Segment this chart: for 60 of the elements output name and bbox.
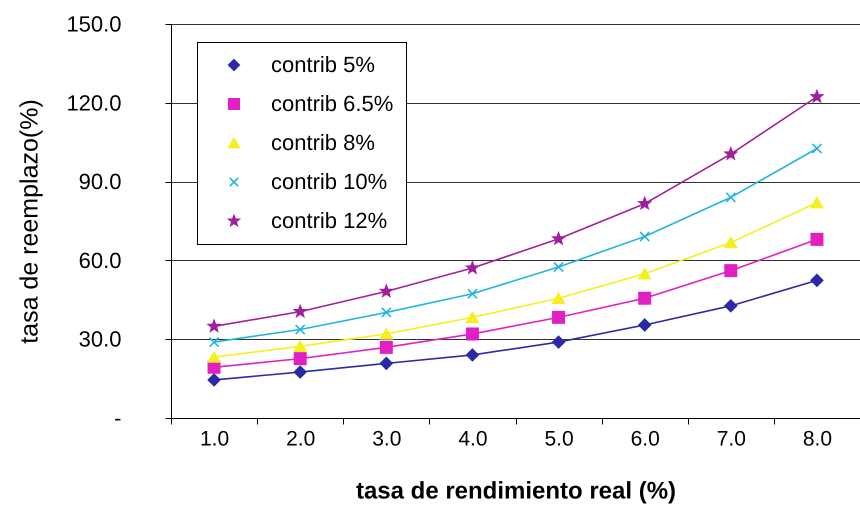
- point: [467, 288, 478, 300]
- y-tick-label: 90.0: [78, 169, 122, 194]
- point: [552, 232, 565, 244]
- x-tick-label: 1.0: [200, 428, 230, 450]
- point: [466, 348, 479, 362]
- point: [466, 327, 479, 340]
- point: [294, 366, 307, 379]
- x-tick-label: 2.0: [286, 428, 316, 450]
- point: [725, 192, 736, 203]
- point: [380, 340, 393, 354]
- point: [380, 328, 393, 340]
- point: [208, 373, 221, 386]
- point: [638, 292, 652, 305]
- point: [810, 232, 824, 246]
- point: [812, 143, 822, 154]
- legend-label: contrib 5%: [271, 52, 375, 77]
- point: [208, 320, 220, 332]
- point: [552, 310, 566, 324]
- point: [810, 90, 824, 102]
- legend-label: contrib 12%: [271, 208, 388, 233]
- point: [810, 196, 824, 208]
- point: [724, 299, 738, 312]
- point: [294, 324, 306, 335]
- point: [638, 197, 651, 210]
- point: [294, 340, 307, 352]
- x-tick-label: 8.0: [802, 428, 832, 450]
- point: [724, 148, 738, 160]
- point: [294, 305, 306, 318]
- point: [466, 262, 479, 274]
- point: [294, 352, 307, 366]
- x-tick-label: 5.0: [544, 428, 574, 450]
- point: [552, 292, 566, 304]
- point: [380, 284, 393, 297]
- point: [810, 274, 824, 287]
- y-tick-label: 150.0: [66, 12, 122, 36]
- y-tick-label: 60.0: [78, 248, 122, 273]
- x-axis-title: tasa de rendimiento real (%): [356, 478, 676, 504]
- point: [552, 336, 566, 349]
- legend-label: contrib 6.5%: [271, 91, 394, 116]
- point: [724, 236, 738, 248]
- point: [466, 312, 479, 324]
- point: [724, 264, 738, 278]
- point: [380, 307, 392, 318]
- point: [208, 336, 220, 348]
- point: [639, 231, 650, 242]
- point: [553, 262, 564, 272]
- y-axis-title: tasa de reemplazo(%): [15, 99, 44, 344]
- legend-label: contrib 8%: [271, 130, 375, 155]
- y-tick-label: 120.0: [66, 90, 122, 116]
- x-tick-label: 6.0: [630, 428, 660, 450]
- x-tick-label: 3.0: [372, 428, 402, 450]
- x-tick-label: 7.0: [716, 428, 746, 450]
- point: [638, 318, 652, 332]
- point: [638, 268, 652, 280]
- point: [380, 356, 393, 370]
- y-tick-label: -: [114, 406, 122, 430]
- legend-label: contrib 10%: [271, 169, 388, 194]
- x-tick-label: 4.0: [458, 428, 488, 450]
- y-tick-label: 30.0: [78, 326, 122, 352]
- point: [208, 351, 221, 363]
